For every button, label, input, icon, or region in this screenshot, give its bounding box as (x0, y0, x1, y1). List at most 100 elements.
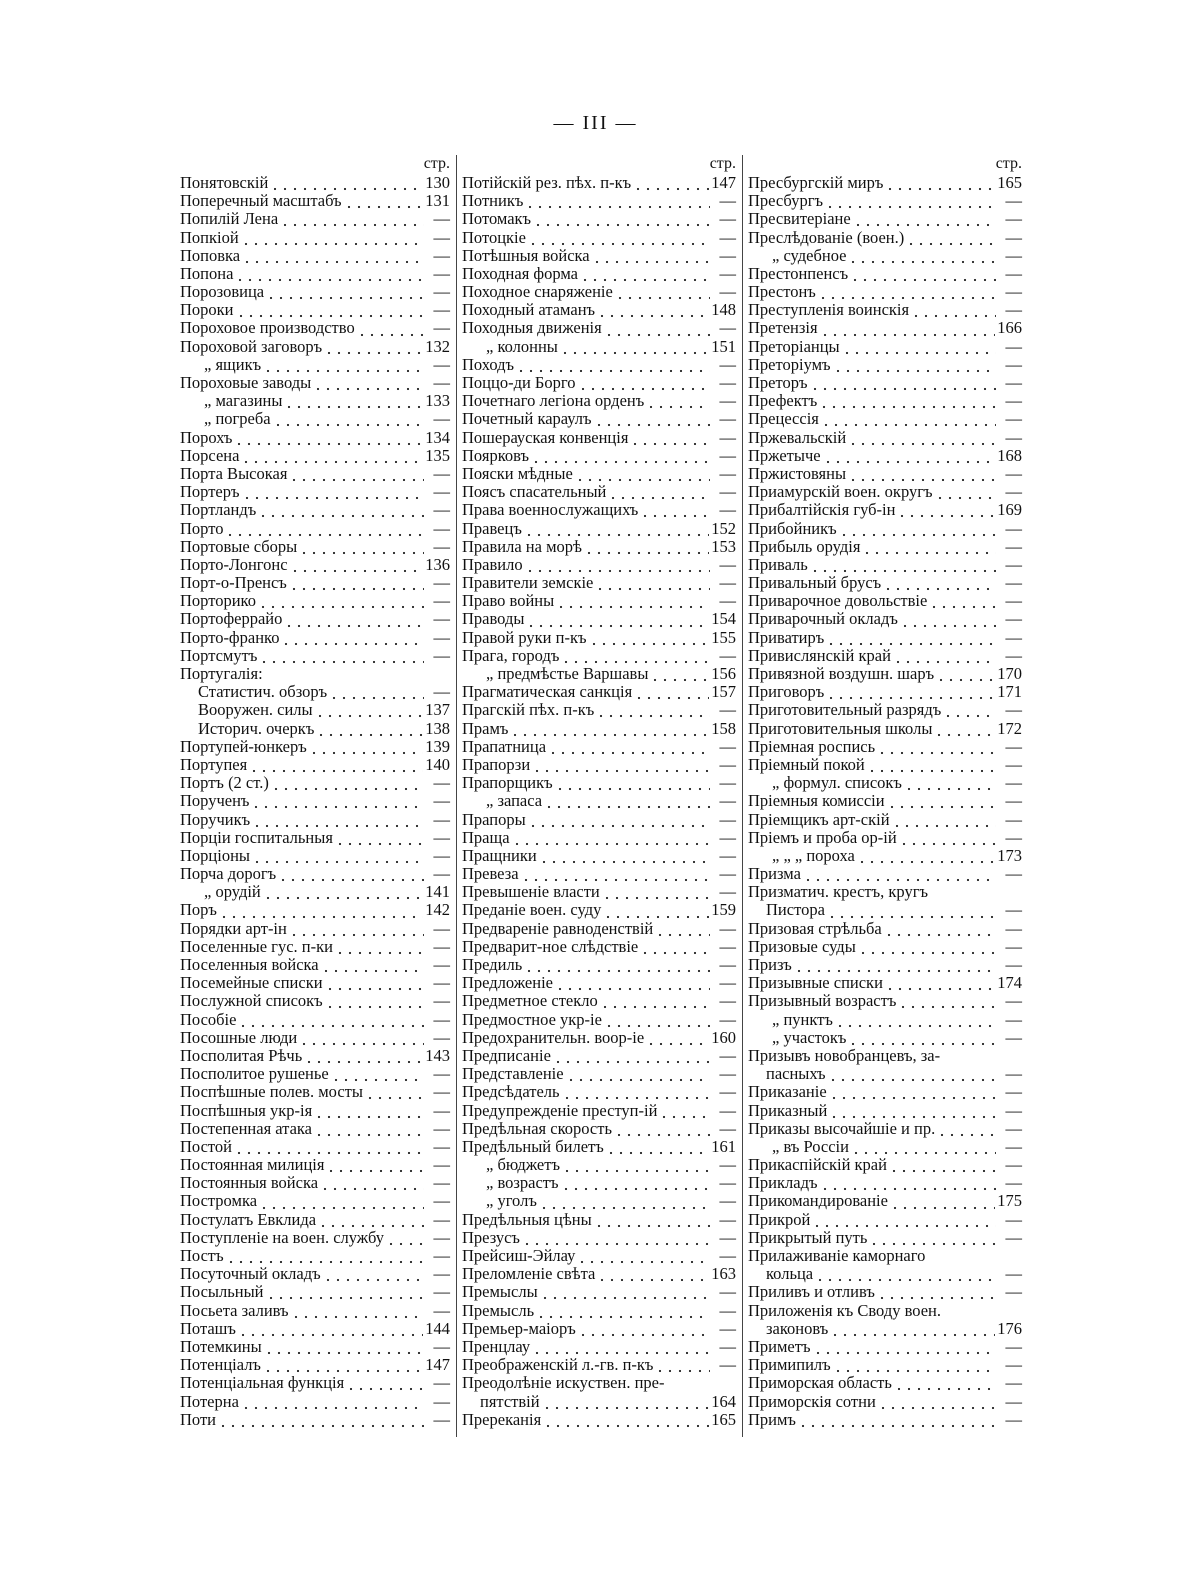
index-row: Поръ 142 (180, 901, 450, 920)
page-ref: 170 (997, 664, 1022, 684)
entry-label: Порта Высокая (180, 463, 288, 483)
entry-label: Посыльный (180, 1282, 264, 1302)
dot-leader (603, 319, 710, 338)
entry-label: Попилій Лена (180, 209, 279, 229)
index-row: Призма — (748, 864, 1022, 884)
page-ref: — (719, 591, 737, 611)
index-row: Правила на морѣ 153 (462, 537, 736, 556)
page-ref: — (433, 991, 451, 1011)
page-ref: 147 (425, 1355, 450, 1375)
page-ref: — (433, 463, 451, 483)
page-ref: — (433, 1246, 451, 1266)
entry-label: Порто (180, 518, 224, 538)
dot-leader (531, 446, 710, 465)
dot-leader (862, 537, 996, 556)
page-ref: — (1005, 1264, 1023, 1284)
index-row: Прилаживаніе каморнаго (748, 1246, 1022, 1265)
page-ref: 143 (425, 1045, 450, 1065)
entry-label: Премысль (462, 1300, 535, 1320)
entry-label: Прапоры (462, 809, 526, 829)
entry-label: Порозовица (180, 282, 265, 302)
entry-label: Приказы высочайшіе и пр. (748, 1118, 936, 1138)
index-row: Предложеніе — (462, 974, 736, 993)
dot-leader (809, 555, 996, 575)
entry-label: Портупея (180, 754, 248, 774)
dot-leader (929, 592, 996, 611)
dot-leader (848, 246, 996, 265)
index-row: Прапорзи — (462, 755, 736, 775)
entry-label: Призывъ новобранцевъ, за- (748, 1045, 941, 1065)
entry-label: Пращники (462, 845, 537, 865)
entry-label: Призма (748, 864, 801, 884)
entry-label: Правой руки п-къ (462, 627, 587, 647)
index-row: Поселенные гус. п-ки — (180, 937, 450, 957)
dot-leader (630, 428, 710, 447)
dot-leader (329, 683, 424, 702)
entry-label: Поручикъ (180, 809, 251, 829)
page-ref: — (719, 991, 737, 1011)
index-row: Примъ — (748, 1410, 1022, 1429)
dot-leader (886, 792, 996, 811)
page-ref: — (719, 1173, 737, 1193)
page-ref: — (719, 391, 737, 411)
entry-label: Прикомандированіе (748, 1191, 888, 1211)
dot-leader (797, 1410, 996, 1429)
entry-label: Призывные списки (748, 973, 883, 993)
index-row: Прибалтійскія губ-ін 169 (748, 501, 1022, 520)
index-row: Призывъ новобранцевъ, за- (748, 1045, 1022, 1065)
dot-leader (850, 264, 996, 284)
index-row: законовъ 176 (748, 1319, 1022, 1338)
dot-leader (819, 319, 996, 338)
index-row: Поти — (180, 1410, 450, 1429)
index-row: Поташъ 144 (180, 1319, 450, 1338)
entry-label: Предѣльныя цѣны (462, 1209, 592, 1229)
page-ref: — (1005, 791, 1023, 811)
dot-leader (258, 501, 424, 520)
entry-label: Потоцкіе (462, 227, 526, 247)
page-ref: 156 (711, 664, 736, 684)
entry-label: Предохранительн. воор-іе (462, 1027, 645, 1047)
dot-leader (596, 701, 710, 720)
dot-leader (850, 1137, 996, 1157)
page-ref: — (433, 591, 451, 611)
index-row: Приваль — (748, 555, 1022, 575)
page-ref: — (433, 1009, 451, 1029)
dot-leader (588, 628, 710, 647)
page-ref: — (433, 1264, 451, 1284)
index-row: Предварит-ное слѣдствіе — (462, 937, 736, 957)
page-ref: — (433, 518, 451, 538)
index-row: Превышеніе власти — (462, 883, 736, 902)
page-ref: 134 (425, 427, 450, 447)
dot-leader (259, 1192, 424, 1211)
dot-leader (608, 483, 710, 502)
dot-leader (597, 1265, 710, 1284)
page-ref: 154 (711, 609, 736, 629)
index-row: Преторіанцы — (748, 337, 1022, 356)
entry-label: „ запаса (486, 791, 543, 811)
dot-leader (523, 519, 710, 538)
index-row: Историч. очеркъ 138 (180, 719, 450, 738)
page-ref: — (719, 445, 737, 465)
entry-label: Порціи госпитальныя (180, 827, 333, 847)
index-row: Поселенныя войска — (180, 955, 450, 975)
page-ref: — (433, 1155, 451, 1175)
dot-leader (263, 1338, 424, 1357)
dot-leader (633, 174, 710, 193)
page-ref: 147 (711, 172, 736, 192)
index-row: Преторъ — (748, 373, 1022, 393)
index-row: Пресвитеріане — (748, 210, 1022, 229)
entry-label: Прагскій пѣх. п-къ (462, 700, 595, 720)
index-row: Премьер-маіоръ — (462, 1319, 736, 1338)
dot-leader (829, 1101, 996, 1120)
page-ref: — (1005, 900, 1023, 920)
index-row: Праводы 154 (462, 609, 736, 629)
entry-label: Представленіе (462, 1064, 564, 1084)
dot-leader (238, 1010, 424, 1029)
dot-leader (539, 1283, 710, 1302)
entry-label: Пріемный покой (748, 754, 865, 774)
entry-label: Пороховой заговоръ (180, 336, 323, 356)
index-row: Порто-Лонгонс 136 (180, 555, 450, 575)
dot-leader (552, 1047, 710, 1066)
index-row: „ уголъ — (462, 1192, 736, 1211)
index-row: Призматич. крестъ, кругъ (748, 883, 1022, 901)
